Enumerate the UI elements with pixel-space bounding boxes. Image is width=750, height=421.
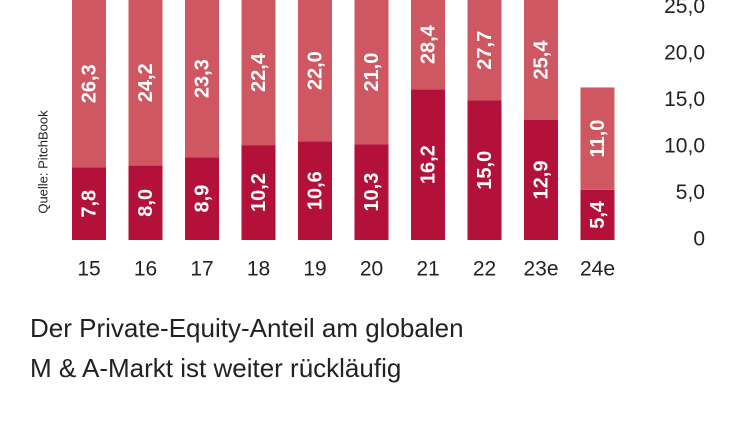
x-tick-label: 18 bbox=[247, 258, 270, 281]
bar-segment bbox=[524, 120, 558, 240]
bar-segment bbox=[128, 165, 163, 240]
value-label: 8,9 bbox=[191, 185, 213, 213]
bar-segment bbox=[411, 0, 445, 90]
y-tick-label: 0 bbox=[693, 228, 705, 251]
x-tick-label: 22 bbox=[473, 258, 496, 281]
x-tick-label: 24e bbox=[580, 258, 615, 281]
bar-segment bbox=[128, 0, 163, 166]
bar-segment bbox=[411, 89, 445, 240]
bar-segment bbox=[354, 0, 389, 145]
value-label: 10,2 bbox=[248, 173, 270, 212]
bar-segment bbox=[580, 87, 615, 190]
x-tick-label: 17 bbox=[190, 258, 213, 281]
value-label: 11,0 bbox=[587, 120, 609, 158]
bar-segment bbox=[354, 144, 389, 240]
x-tick-label: 21 bbox=[416, 258, 439, 281]
bar-segment bbox=[580, 189, 615, 240]
value-label: 24,2 bbox=[135, 63, 157, 102]
value-label: 16,2 bbox=[417, 145, 439, 184]
x-tick-label: 23e bbox=[523, 258, 558, 281]
bar-segment bbox=[298, 0, 332, 142]
bar-segment bbox=[185, 157, 219, 240]
y-tick-label: 5,0 bbox=[676, 181, 705, 204]
value-label: 15,0 bbox=[474, 151, 496, 190]
value-label: 27,7 bbox=[474, 31, 496, 70]
value-label: 26,3 bbox=[78, 64, 100, 103]
bar-segment bbox=[72, 167, 106, 240]
value-label: 22,0 bbox=[304, 51, 326, 90]
value-label: 23,3 bbox=[191, 59, 213, 98]
value-label: 12,9 bbox=[530, 161, 552, 200]
x-tick-label: 16 bbox=[134, 258, 157, 281]
x-tick-label: 19 bbox=[303, 258, 326, 281]
caption-line: M & A-Markt ist weiter rückläufig bbox=[30, 353, 401, 383]
value-label: 7,8 bbox=[78, 190, 100, 218]
source: Quelle: PitchBook bbox=[35, 110, 50, 214]
bar-segment bbox=[467, 100, 502, 240]
bar-segment bbox=[72, 0, 106, 168]
caption-line: Der Private-Equity-Anteil am globalen bbox=[30, 313, 464, 343]
value-label: 25,4 bbox=[530, 40, 552, 80]
value-label: 10,6 bbox=[304, 171, 326, 210]
bar-segment bbox=[185, 0, 219, 158]
value-label: 10,3 bbox=[361, 173, 383, 212]
y-tick-label: 15,0 bbox=[664, 88, 705, 111]
bar-segment bbox=[467, 0, 502, 101]
x-tick-label: 20 bbox=[360, 258, 383, 281]
plot-area: 7,8 26,3 8,0 24,2 8,9 23,3 10,2 22,4 10,6 22,0 10,… bbox=[72, 0, 615, 240]
y-tick-label: 20,0 bbox=[664, 42, 705, 65]
value-label: 8,0 bbox=[135, 189, 157, 217]
bar-segment bbox=[524, 0, 558, 120]
x-tick-label: 15 bbox=[77, 258, 100, 281]
value-label: 5,4 bbox=[587, 200, 609, 229]
value-label: 28,4 bbox=[417, 24, 439, 64]
y-tick-label: 10,0 bbox=[664, 135, 705, 158]
bar-segment bbox=[241, 145, 276, 240]
bar-segment bbox=[298, 141, 332, 240]
bar-segment bbox=[241, 0, 276, 146]
value-label: 22,4 bbox=[248, 52, 270, 92]
y-tick-label: 25,0 bbox=[664, 0, 705, 18]
value-label: 21,0 bbox=[361, 53, 383, 92]
